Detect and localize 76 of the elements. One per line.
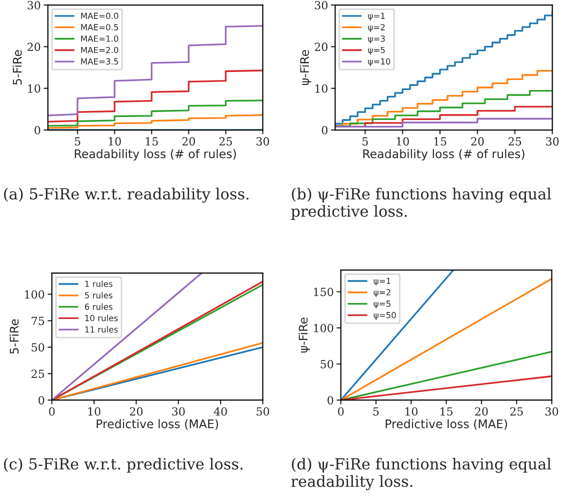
y-tick-label: 30 [314,0,328,10]
text: (c) 5-FiRe w.r.t. predictive loss. [4,458,242,473]
line-series [48,25,263,116]
x-tick-label: 15 [434,137,446,146]
legend-label: ψ=2 [368,24,385,32]
x-tick-label: 5 [74,137,80,146]
y-tick-label: 10 [315,84,328,93]
x-tick-label: 10 [405,407,418,416]
y-tick-label: 25 [32,370,44,378]
legend-label: ψ=50 [374,312,396,320]
y-tick-label: 0 [328,396,334,404]
legend-label: MAE=1.0 [81,35,118,42]
legend-label: ψ=1 [368,12,385,21]
x-tick-label: 30 [256,137,270,146]
y-axis-title: 5-FiRe [10,319,19,354]
x-tick-label: 20 [182,137,195,146]
legend-label: 5 rules [85,292,112,298]
legend-label: 1 rules [85,280,112,288]
x-tick-label: 5 [373,407,379,416]
legend-label: 11 rules [85,326,118,333]
line-series [48,70,263,123]
y-tick-label: 0 [34,126,40,134]
x-tick-label: 15 [146,137,158,146]
legend-label: 10 rules [85,314,118,322]
x-tick-label: 25 [510,407,523,416]
y-tick-label: 150 [314,288,334,296]
y-tick-label: 20 [28,42,40,52]
x-tick-label: 50 [256,407,270,416]
y-tick-label: 50 [320,360,334,368]
x-tick-label: 0 [49,407,55,416]
x-tick-label: 25 [508,137,522,146]
y-axis-title: ψ-FiRe [300,50,312,85]
x-tick-label: 30 [546,137,559,146]
x-tick-label: 30 [172,407,185,416]
x-axis-title: Predictive loss (MAE) [96,419,218,430]
x-tick-label: 15 [440,407,453,416]
y-tick-label: 20 [314,42,328,52]
x-tick-label: 20 [130,407,143,416]
x-tick-label: 10 [108,137,121,146]
text: (a) 5-FiRe w.r.t. readability loss. [4,188,249,203]
x-tick-label: 10 [396,137,409,146]
legend-label: MAE=2.0 [81,46,118,54]
x-tick-label: 30 [546,407,558,416]
legend-label: ψ=2 [374,289,390,298]
legend-label: ψ=3 [368,35,385,44]
y-tick-label: 0 [38,396,44,404]
y-tick-label: 10 [28,84,40,93]
x-tick-label: 25 [219,137,232,146]
legend-label: ψ=5 [368,46,385,55]
legend-label: MAE=0.0 [81,12,118,19]
y-tick-label: 100 [314,324,334,332]
legend-label: MAE=3.5 [81,58,118,65]
y-tick-label: 0 [322,126,328,134]
x-tick-label: 0 [338,407,344,416]
y-tick-label: 30 [28,0,40,10]
y-axis-title: ψ-FiRe [298,318,310,353]
legend-label: ψ=5 [374,300,390,308]
y-tick-label: 100 [25,290,44,299]
y-axis-title: 5-FiRe [12,50,22,85]
x-tick-label: 40 [214,407,227,416]
text: (d) ψ-FiRe functions having equal readability loss. [291,458,552,490]
legend-label: ψ=10 [368,58,390,66]
x-axis-title: Readability loss (# of rules) [74,149,236,161]
legend-label: 6 rules [84,303,112,310]
legend-label: MAE=0.5 [81,24,118,30]
x-tick-label: 20 [475,407,488,416]
legend-label: ψ=1 [374,278,390,286]
x-tick-label: 5 [362,137,368,146]
y-tick-label: 50 [32,343,44,352]
y-tick-label: 75 [32,316,44,326]
line-series [48,100,263,127]
text: (b) ψ-FiRe functions having equal predictive loss. [291,188,552,220]
x-tick-label: 10 [88,407,100,416]
x-axis-title: Predictive loss (MAE) [386,419,508,430]
x-axis-title: Readability loss (# of rules) [363,149,524,161]
x-tick-label: 20 [471,137,484,146]
